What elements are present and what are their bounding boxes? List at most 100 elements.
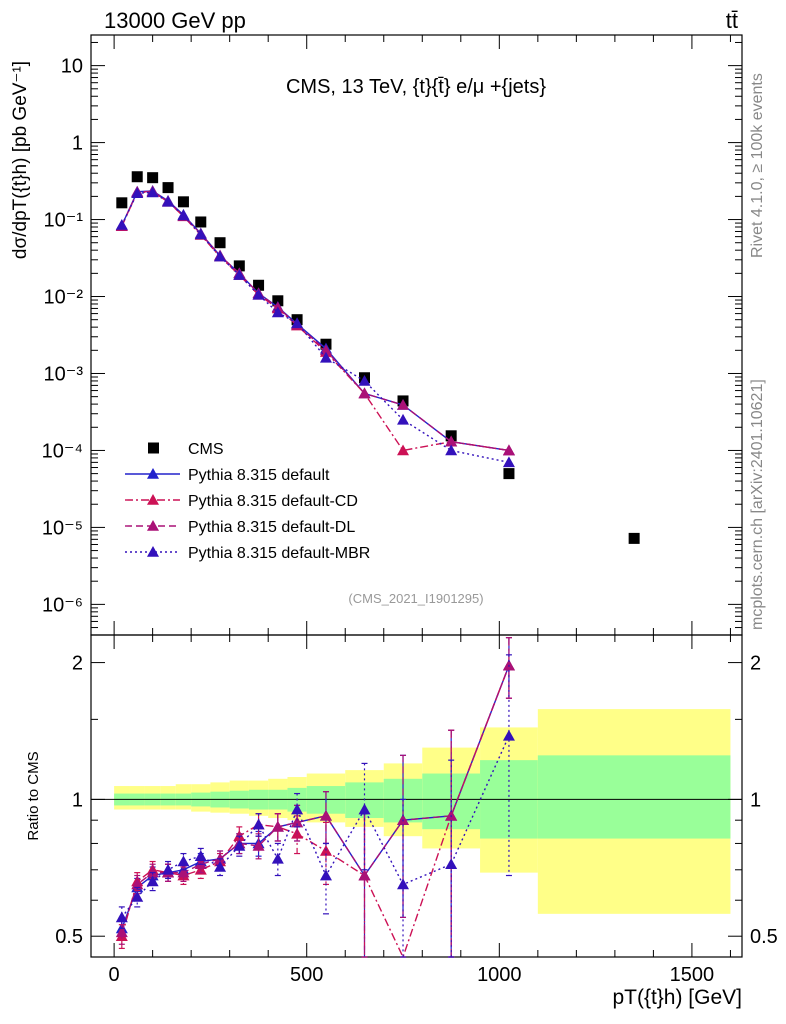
mc-marker [252,288,265,300]
ratio-marker [146,875,159,887]
ratio-y-tick-label: 0.5 [55,926,83,948]
y-tick-label: 10⁻⁶ [42,594,83,616]
ratio-marker [131,890,144,902]
mc-series-line [121,191,510,452]
legend-marker-cms [148,442,159,454]
ratio-marker [397,878,410,890]
mc-marker [177,209,190,221]
ratio-marker [502,729,515,741]
legend: CMS Pythia 8.315 default Pythia 8.315 defa… [125,441,370,562]
ratio-marker [252,839,265,851]
ratio-y-tick-label-right: 0.5 [750,926,778,948]
ratio-marker [358,869,371,881]
ratio-series-line [121,665,510,959]
cms-data-point [162,182,174,194]
ratio-marker [177,866,190,878]
y-tick-label: 1 [72,133,83,155]
ratio-marker [319,869,332,881]
header-process: 13000 GeV pp [104,8,246,33]
legend-marker [147,546,159,557]
legend-label: Pythia 8.315 default-MBR [188,545,370,562]
mc-marker [358,387,371,399]
mc-series-line [121,190,510,452]
y-tick-label: 10 [61,56,83,78]
ratio-marker [162,863,175,875]
cms-data-point [116,197,128,209]
mc-marker [271,306,284,318]
y-tick-label: 10⁻⁵ [42,517,83,539]
legend-marker [147,468,159,479]
uncertainty-band-inner [537,755,731,839]
side-rivet-label: Rivet 4.1.0, ≥ 100k events [749,73,766,258]
y-tick-label: 10⁻³ [44,363,84,385]
cms-data-point [272,295,284,307]
analysis-label: (CMS_2021_I1901295) [348,591,483,606]
cms-data-point [214,237,226,249]
ratio-marker [358,803,371,815]
y-tick-label: 10⁻¹ [44,210,84,232]
cms-data-point [195,216,207,228]
ratio-marker [271,820,284,832]
mc-marker [445,444,458,456]
legend-label: Pythia 8.315 default-CD [188,493,358,510]
ratio-marker [233,839,246,851]
mc-marker [233,269,246,280]
ratio-marker [291,816,304,828]
x-tick-label: 1500 [670,964,715,986]
ratio-y-tick-label-right: 1 [750,789,761,811]
cms-data-point [253,279,265,291]
mc-marker [194,228,207,240]
ratio-y-tick-label: 2 [72,653,83,675]
legend-marker [147,494,159,505]
side-mcplots-label: mcplots.cern.ch [arXiv:2401.10621] [749,379,766,630]
ratio-y-tick-label: 1 [72,789,83,811]
ratio-marker [194,850,207,861]
ratio-marker [146,866,159,878]
mc-marker [502,444,515,456]
legend-label: Pythia 8.315 default [188,467,330,484]
mc-marker [214,250,227,262]
ratio-marker [445,858,458,870]
ratio-y-tick-label-right: 2 [750,653,761,675]
ratio-marker [291,803,304,815]
mc-series-line [121,191,510,464]
ratio-marker [271,852,284,864]
legend-label: Pythia 8.315 default-DL [188,519,355,536]
mc-marker [358,374,371,386]
cms-data-point [233,260,245,272]
ratio-frame [90,634,743,958]
mc-marker [397,413,410,425]
main-title: CMS, 13 TeV, {t}{t̄} e/μ +{jets} [286,76,546,98]
main-panel: 10 1 10⁻¹ 10⁻² 10⁻³ 10⁻⁴ 10⁻⁵ 10⁻⁶ CMS, 13 TeV,… [10,34,743,636]
ratio-marker [115,911,128,923]
cms-data-point [177,196,189,208]
mc-marker [502,456,515,468]
mc-marker [162,195,175,207]
legend-label: CMS [188,441,224,458]
mc-marker [131,187,144,199]
x-tick-label: 500 [290,964,323,986]
cms-data-point [147,172,159,184]
mc-marker [291,317,304,329]
ratio-panel: 0 500 1000 1500 0.5 0.5 1 1 2 2 Ratio to CMS pT({… [25,634,778,1009]
y-tick-label: 10⁻² [44,287,84,309]
x-tick-label: 1000 [477,964,522,986]
mc-marker [319,351,332,363]
cms-data-point [131,171,143,183]
x-tick-label: 0 [109,964,120,986]
mc-marker [397,398,410,410]
mc-marker [445,435,458,447]
mc-marker [319,344,332,356]
mc-marker [397,444,410,456]
mc-marker [146,186,159,198]
legend-marker [147,520,159,531]
ratio-marker [214,860,227,872]
x-axis-label: pT({t}h) [GeV] [612,986,742,1009]
ratio-marker [131,878,144,890]
y-tick-label: 10⁻⁴ [42,440,83,462]
ratio-ylabel: Ratio to CMS [25,751,42,840]
cms-data-point [628,532,640,544]
ratio-marker [177,855,190,867]
cms-data-point [503,468,515,480]
